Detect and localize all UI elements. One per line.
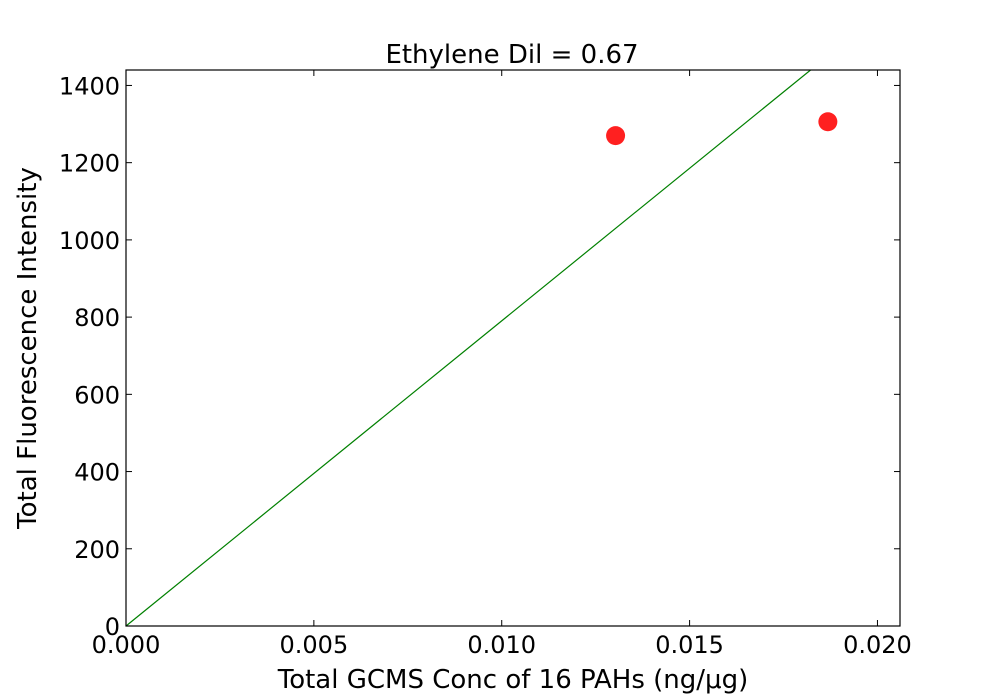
y-tick-label: 800: [74, 304, 120, 332]
x-axis-label: Total GCMS Conc of 16 PAHs (ng/μg): [277, 665, 749, 695]
x-tick-label: 0.000: [92, 631, 161, 659]
plot-frame: [125, 69, 901, 627]
y-tick-label: 1400: [59, 72, 120, 100]
data-point: [606, 126, 626, 146]
y-tick-label: 200: [74, 536, 120, 564]
x-tick-label: 0.010: [467, 631, 536, 659]
y-tick-label: 600: [74, 381, 120, 409]
y-axis-label: Total Fluorescence Intensity: [13, 167, 43, 530]
plot-area: [126, 70, 900, 626]
x-tick-labels: 0.000 0.005 0.010 0.015 0.020: [92, 631, 912, 659]
series-layer: [126, 70, 838, 626]
y-tick-labels: 0 200 400 600 800 1000 1200 1400: [59, 72, 120, 641]
data-point: [818, 112, 838, 132]
y-tick-label: 400: [74, 459, 120, 487]
y-tick-label: 0: [105, 613, 120, 641]
x-tick-label: 0.005: [280, 631, 349, 659]
x-tick-label: 0.015: [655, 631, 724, 659]
y-tick-label: 1000: [59, 227, 120, 255]
y-tick-label: 1200: [59, 150, 120, 178]
fit-line: [126, 70, 811, 626]
x-tick-label: 0.020: [843, 631, 912, 659]
chart-title: Ethylene Dil = 0.67: [385, 40, 638, 70]
